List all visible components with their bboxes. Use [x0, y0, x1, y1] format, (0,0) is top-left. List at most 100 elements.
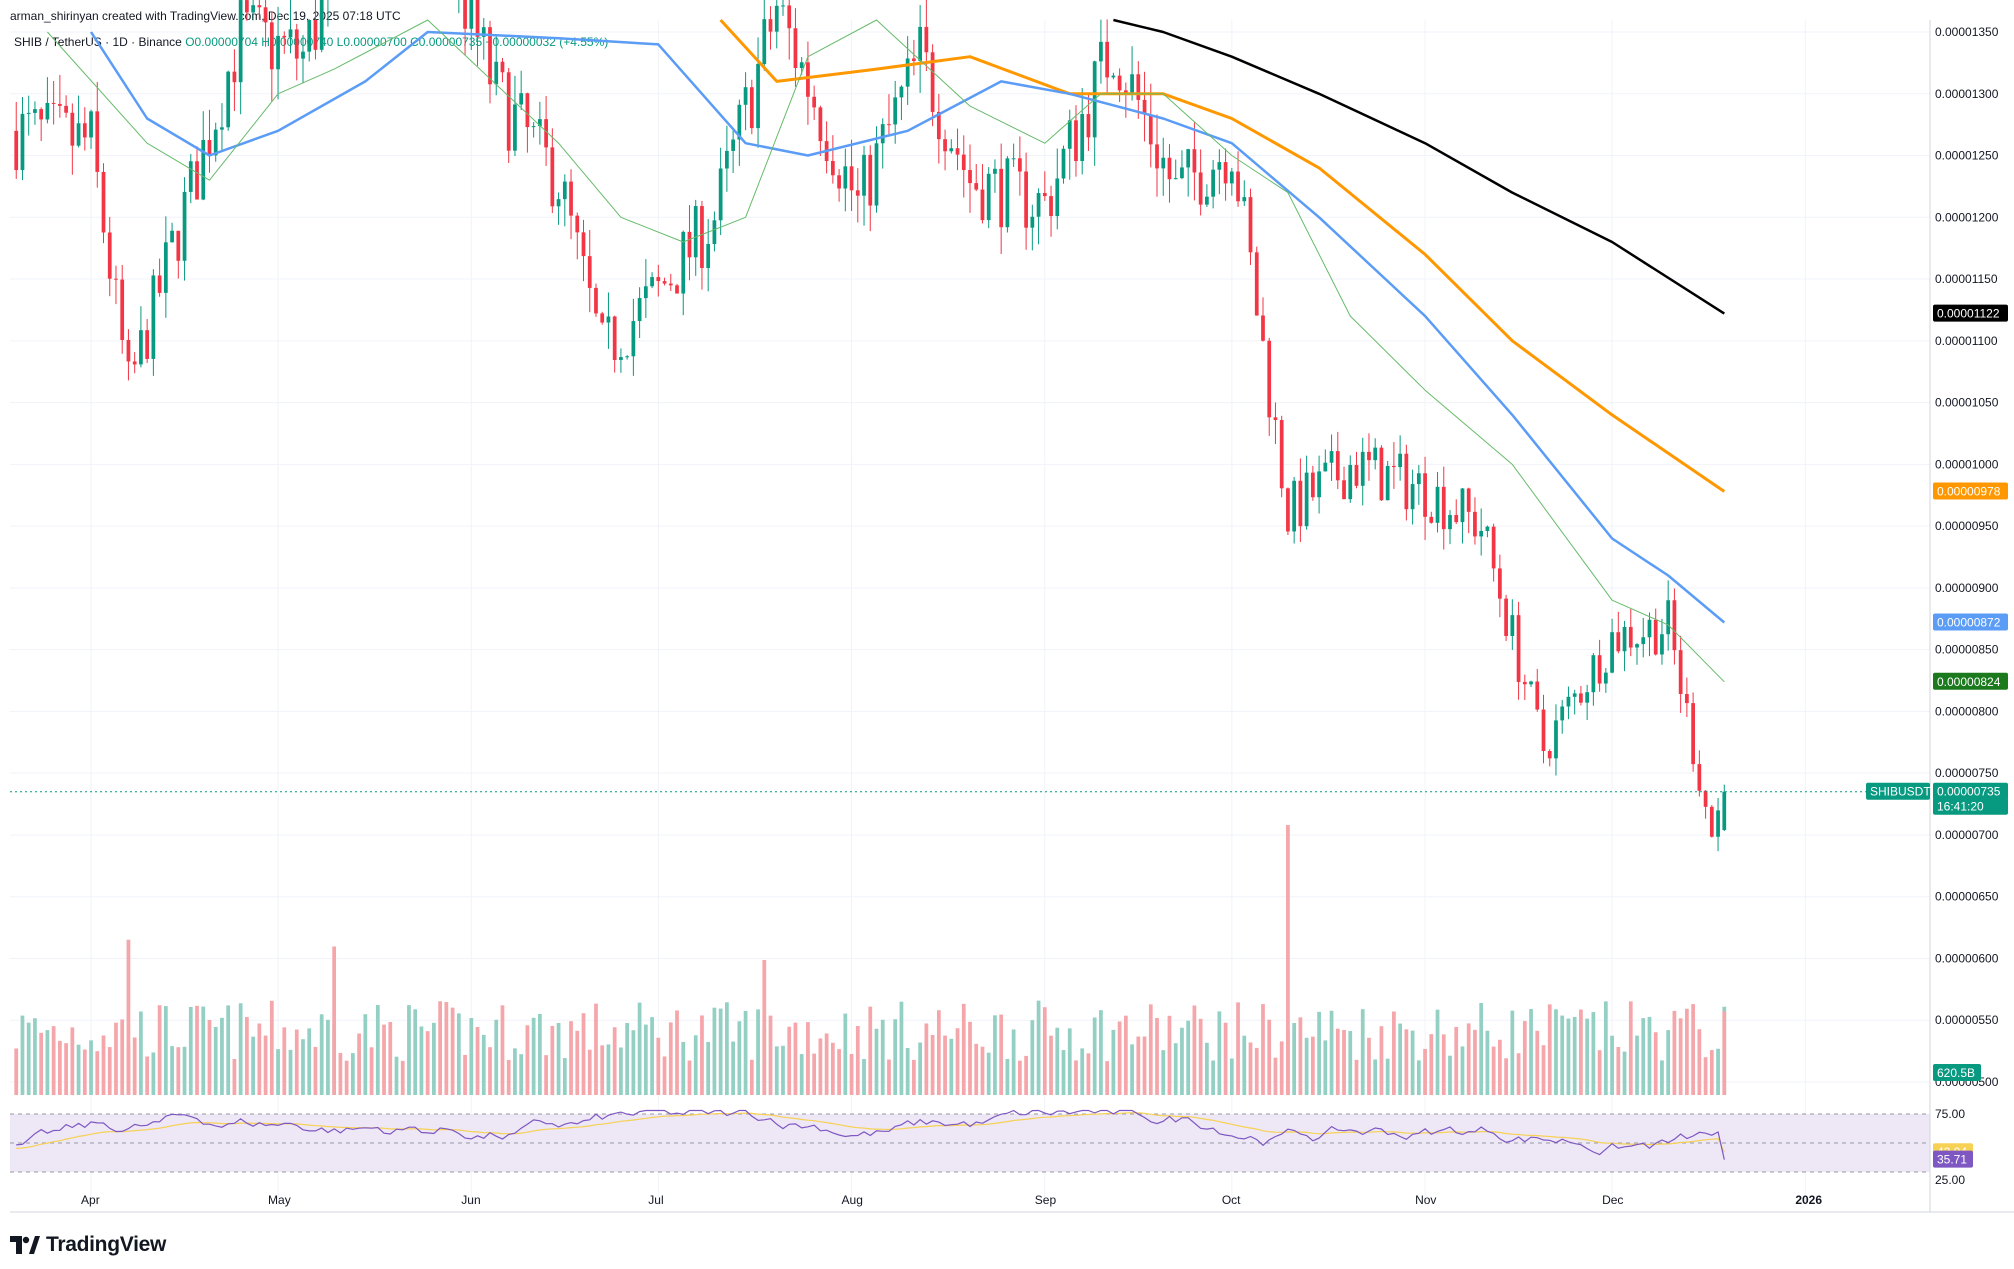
candle-body: [313, 20, 318, 50]
candle-body: [1373, 447, 1378, 461]
volume-bar: [1155, 1017, 1159, 1095]
candle-body: [126, 339, 131, 362]
price-tick-label: 0.00000650: [1935, 890, 1999, 904]
rsi-pane: [10, 1109, 1930, 1173]
volume-bar: [668, 1022, 673, 1095]
candle-body: [1323, 462, 1328, 472]
volume-bar: [1560, 1015, 1565, 1095]
volume-bar: [731, 1041, 735, 1095]
price-axis: 0.00001350 0.00001300 0.00001250 0.00001200…: [1929, 20, 1999, 1212]
volume-bar: [481, 1034, 486, 1095]
volume-bar: [469, 1018, 474, 1095]
candle-body: [1591, 655, 1596, 693]
volume-bar: [999, 1014, 1004, 1095]
volume-bar: [899, 1001, 904, 1095]
candle-body: [14, 130, 19, 171]
volume-bar: [350, 1053, 355, 1095]
candle-body: [687, 231, 692, 258]
volume-bar: [182, 1046, 187, 1095]
volume-bar: [1024, 1055, 1028, 1095]
volume-bar: [220, 1017, 224, 1095]
volume-bar: [76, 1044, 81, 1095]
price-tick-label: 0.00000700: [1935, 828, 1999, 842]
candle-body: [64, 105, 68, 113]
volume-bar: [1535, 1030, 1540, 1095]
volume-bar: [1042, 1007, 1047, 1095]
volume-bar: [257, 1023, 262, 1095]
volume-bar: [1142, 1036, 1147, 1095]
volume-bar: [1223, 1022, 1228, 1095]
candle-body: [1105, 41, 1110, 78]
rsi-value-tag-box: [1933, 1150, 1973, 1168]
price-tick-label: 0.00000550: [1935, 1013, 1999, 1027]
grid: [10, 20, 1930, 1205]
volume-bar: [675, 1010, 679, 1095]
volume-bar: [251, 1036, 255, 1095]
candle-body: [1005, 158, 1010, 228]
candle-body: [45, 102, 50, 120]
ma100-tag: 0.00000978: [1937, 485, 2001, 499]
price-tick-label: 0.00000900: [1935, 581, 1999, 595]
volume-bar: [594, 1003, 598, 1095]
candle-body: [500, 61, 505, 73]
volume-bar: [1529, 1009, 1533, 1095]
volume-bar: [1117, 1021, 1122, 1095]
candle-body: [799, 62, 804, 69]
candle-body: [1049, 196, 1053, 217]
volume-bar: [51, 1026, 56, 1095]
volume-bar: [1385, 1058, 1390, 1095]
candle-body: [905, 58, 910, 87]
candle-body: [469, 0, 474, 29]
candle-body: [1398, 453, 1402, 468]
candle-body: [1192, 149, 1197, 173]
candle-body: [818, 107, 823, 142]
volume-bar: [226, 1005, 231, 1095]
candle-body: [918, 26, 922, 61]
candle-body: [251, 5, 255, 13]
volume-bar: [1080, 1048, 1085, 1095]
candles: [14, 0, 1727, 852]
candle-body: [132, 361, 137, 365]
volume-bar: [1261, 1004, 1265, 1095]
volume-bar: [382, 1024, 386, 1095]
volume-bar: [101, 1035, 106, 1095]
price-tick-label: 0.00000850: [1935, 643, 1999, 657]
candle-body: [1691, 703, 1695, 765]
volume-bar: [930, 1034, 935, 1095]
candle-body: [1504, 598, 1508, 636]
volume-bar: [238, 1003, 243, 1095]
volume-bar: [1454, 1026, 1459, 1095]
rsi-value-tag: 35.71: [1937, 1153, 1967, 1167]
volume-bar: [463, 1054, 467, 1095]
volume-bar: [1622, 1051, 1627, 1095]
tradingview-logo-text: TradingView: [46, 1233, 167, 1256]
candle-body: [269, 22, 274, 70]
candle-body: [139, 330, 143, 365]
volume-bar: [1628, 1001, 1633, 1095]
volume-bar: [1198, 1018, 1203, 1095]
symbol-tag-box: [1866, 782, 1930, 800]
candle-body: [245, 0, 249, 13]
candle-body: [1516, 615, 1521, 682]
candle-body: [288, 29, 293, 38]
candle-body: [1716, 810, 1720, 837]
ma50-tag: 0.00000872: [1937, 615, 2001, 629]
candle-body: [1161, 157, 1166, 169]
candle-body: [843, 166, 848, 189]
volume-bar: [1130, 1044, 1134, 1095]
symbol-tag: SHIBUSDT: [1870, 785, 1931, 799]
tradingview-logo[interactable]: TradingView: [10, 1233, 166, 1257]
volume-bar: [494, 1019, 499, 1095]
volume-bar: [1323, 1040, 1328, 1095]
candle-body: [1335, 451, 1340, 481]
ma200-tag: 0.00001122: [1937, 307, 2000, 321]
price-tick-label: 0.00001000: [1935, 457, 1999, 471]
volume-bar: [631, 1030, 636, 1095]
candle-body: [980, 189, 985, 221]
candle-body: [756, 63, 760, 129]
candle-body: [307, 20, 312, 52]
volume-bar: [1410, 1030, 1415, 1095]
volume-bar: [282, 1027, 287, 1095]
candle-body: [1709, 806, 1714, 837]
